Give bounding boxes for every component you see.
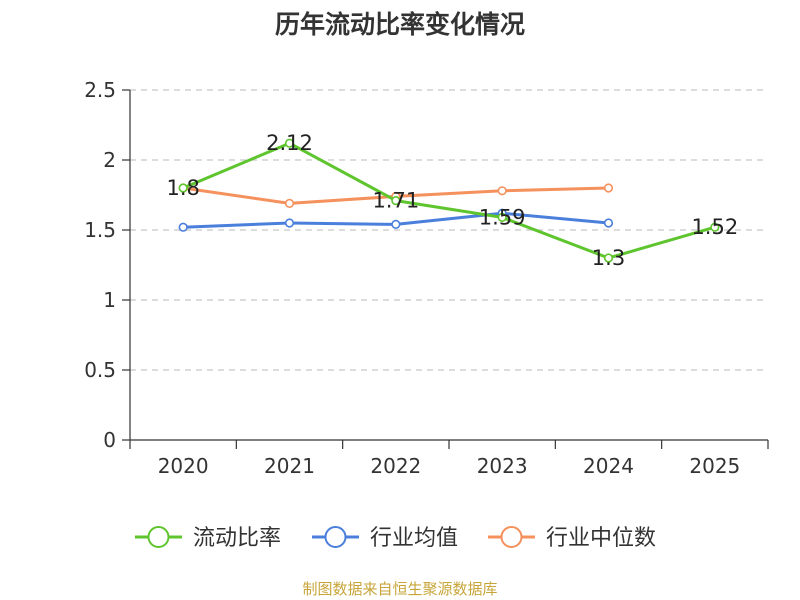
series-line [182, 141, 716, 260]
legend-marker [500, 526, 523, 548]
data-point [178, 222, 188, 232]
data-label: 1.52 [691, 215, 738, 239]
legend-label: 流动比率 [193, 526, 281, 551]
x-tick-label: 2024 [583, 454, 634, 478]
data-point [603, 253, 614, 263]
data-label: 2.12 [266, 131, 313, 155]
data-point [391, 196, 401, 206]
y-tick-label: 1.5 [84, 218, 116, 242]
y-tick-label: 1 [103, 288, 116, 312]
data-labels: 1.8 2.12 1.71 1.59 1.3 1.52 [166, 131, 738, 270]
y-tick-label: 0.5 [84, 358, 116, 382]
source-note: 制图数据来自恒生聚源数据库 [302, 580, 498, 598]
data-point [284, 218, 295, 228]
data-point [284, 138, 295, 148]
y-tick-label: 2 [103, 148, 116, 172]
data-label: 1.71 [372, 189, 419, 213]
x-tick-label: 2021 [264, 454, 315, 478]
x-tick-label: 2023 [477, 454, 528, 478]
data-point [497, 186, 507, 196]
data-point [178, 183, 188, 193]
legend-marker [324, 526, 347, 548]
x-tick-label: 2020 [158, 454, 209, 478]
data-label: 1.3 [592, 246, 625, 270]
data-point [391, 219, 401, 229]
data-point [710, 222, 720, 232]
legend-marker [147, 526, 170, 548]
chart-title: 历年流动比率变化情况 [274, 10, 525, 39]
series-lines [178, 138, 720, 263]
data-point [284, 198, 295, 208]
data-point [497, 212, 507, 222]
data-point [603, 183, 614, 193]
legend: 流动比率 行业均值 行业中位数 [135, 526, 656, 551]
x-tick-label: 2022 [370, 454, 421, 478]
data-point [603, 218, 614, 228]
y-tick-label: 0 [103, 428, 116, 452]
data-label: 1.59 [479, 205, 526, 229]
x-tick-label: 2025 [689, 454, 740, 478]
grid-lines [130, 89, 768, 371]
data-label: 1.8 [166, 176, 199, 200]
y-tick-label: 2.5 [84, 78, 116, 102]
legend-label: 行业均值 [370, 526, 458, 551]
legend-label: 行业中位数 [546, 526, 656, 551]
